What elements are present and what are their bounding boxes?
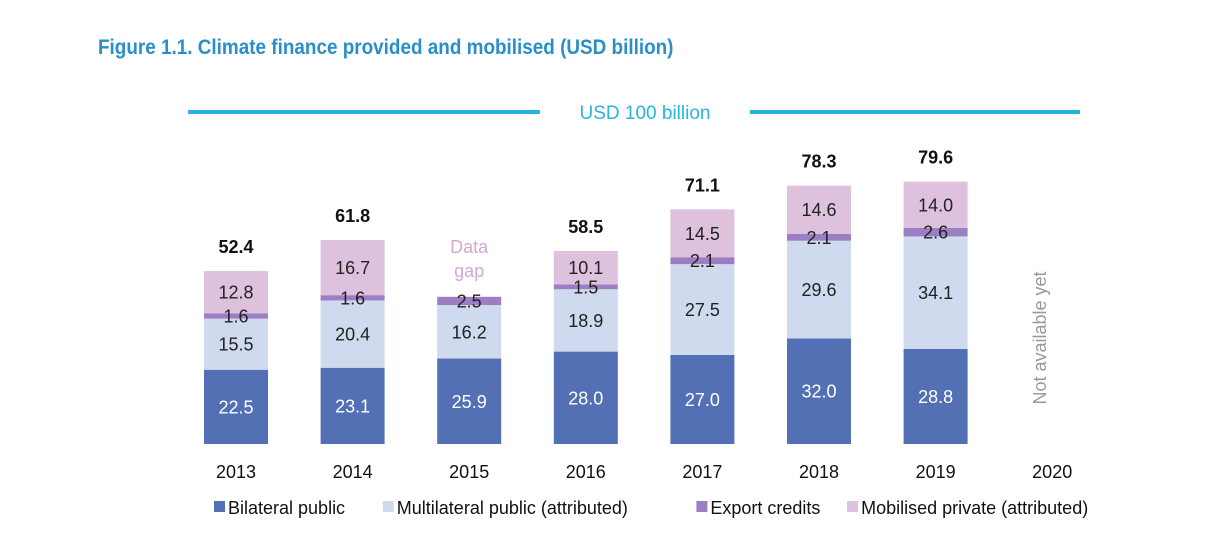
data-label: 12.8 xyxy=(218,283,253,303)
data-label: 23.1 xyxy=(335,396,370,416)
bar-segment xyxy=(670,354,735,444)
total-label: 61.8 xyxy=(335,206,370,226)
data-label: 14.6 xyxy=(801,200,836,220)
bar-segment xyxy=(903,236,968,349)
bar-segment xyxy=(320,367,385,444)
bar-segment xyxy=(553,351,618,444)
bar-segment xyxy=(320,295,385,301)
bar-segment xyxy=(204,271,268,314)
bar-segment xyxy=(670,209,735,258)
bar-segment xyxy=(787,233,851,241)
data-label: 2.1 xyxy=(806,228,831,248)
data-label: 27.5 xyxy=(685,300,720,320)
data-label: 28.0 xyxy=(568,388,603,408)
target-line-label: USD 100 billion xyxy=(580,103,711,124)
legend: Bilateral public Multilateral public (att… xyxy=(214,498,1088,518)
bar-segment xyxy=(204,318,268,370)
bar-segment xyxy=(553,289,618,352)
legend-swatch xyxy=(696,501,708,512)
bar-segment xyxy=(553,284,618,290)
bar-segment xyxy=(670,257,735,265)
bars-group xyxy=(204,181,968,444)
bar-segment xyxy=(204,369,268,444)
bar-segment xyxy=(553,250,618,285)
legend-swatch xyxy=(847,501,859,512)
data-label: 1.6 xyxy=(223,306,248,326)
bar-segment xyxy=(437,358,502,444)
data-label: 2.5 xyxy=(457,291,482,311)
x-tick-label: 2019 xyxy=(916,462,956,482)
data-label: 14.5 xyxy=(685,224,720,244)
total-label: 71.1 xyxy=(685,175,720,195)
data-label: 1.5 xyxy=(573,277,598,297)
data-gap-label: gap xyxy=(454,261,484,281)
x-tick-label: 2015 xyxy=(449,462,489,482)
legend-label: Export credits xyxy=(710,498,820,518)
labels-group: 22.5 15.5 1.6 12.8 52.4 23.1 20.4 1.6 16.7 61.8 25… xyxy=(218,148,1050,418)
total-label: 58.5 xyxy=(568,217,603,237)
data-label: 32.0 xyxy=(801,382,836,402)
total-label: 52.4 xyxy=(218,237,253,257)
legend-label: Multilateral public (attributed) xyxy=(397,498,628,518)
total-label: 79.6 xyxy=(918,148,953,168)
bar-segment xyxy=(787,338,851,444)
data-label: 16.7 xyxy=(335,258,370,278)
data-label: 16.2 xyxy=(452,322,487,342)
chart-title: Figure 1.1. Climate finance provided and… xyxy=(98,36,674,59)
bar-segment xyxy=(903,227,968,237)
legend-label: Bilateral public xyxy=(228,498,345,518)
not-available-label: Not available yet xyxy=(1030,271,1050,404)
x-axis: 2013 2014 2015 2016 2017 2018 2019 2020 xyxy=(216,462,1072,482)
legend-swatch xyxy=(214,501,225,512)
data-label: 2.1 xyxy=(690,251,715,271)
target-line-group: USD 100 billion xyxy=(188,103,1080,124)
bar-segment xyxy=(320,240,385,296)
data-label: 10.1 xyxy=(568,258,603,278)
legend-swatch xyxy=(382,501,394,512)
data-label: 2.6 xyxy=(923,223,948,243)
data-label: 20.4 xyxy=(335,325,370,345)
x-tick-label: 2014 xyxy=(333,462,373,482)
legend-label: Mobilised private (attributed) xyxy=(861,498,1088,518)
data-label: 29.6 xyxy=(801,280,836,300)
data-gap-label: Data xyxy=(450,237,489,257)
bar-segment xyxy=(903,181,968,228)
x-tick-label: 2017 xyxy=(682,462,722,482)
bar-segment xyxy=(437,296,502,306)
x-tick-label: 2016 xyxy=(566,462,606,482)
bar-segment xyxy=(437,305,502,359)
data-label: 1.6 xyxy=(340,288,365,308)
data-label: 22.5 xyxy=(218,397,253,417)
bar-segment xyxy=(903,348,968,444)
data-label: 18.9 xyxy=(568,311,603,331)
bar-segment xyxy=(320,300,385,368)
data-label: 28.8 xyxy=(918,387,953,407)
bar-segment xyxy=(670,264,735,355)
data-label: 27.0 xyxy=(685,390,720,410)
x-tick-label: 2018 xyxy=(799,462,839,482)
data-label: 15.5 xyxy=(218,335,253,355)
bar-segment xyxy=(204,313,268,319)
data-label: 14.0 xyxy=(918,195,953,215)
bar-segment xyxy=(787,185,851,234)
x-tick-label: 2020 xyxy=(1032,462,1072,482)
data-label: 34.1 xyxy=(918,283,953,303)
x-tick-label: 2013 xyxy=(216,462,256,482)
bar-segment xyxy=(787,240,851,339)
total-label: 78.3 xyxy=(801,152,836,172)
data-label: 25.9 xyxy=(452,392,487,412)
